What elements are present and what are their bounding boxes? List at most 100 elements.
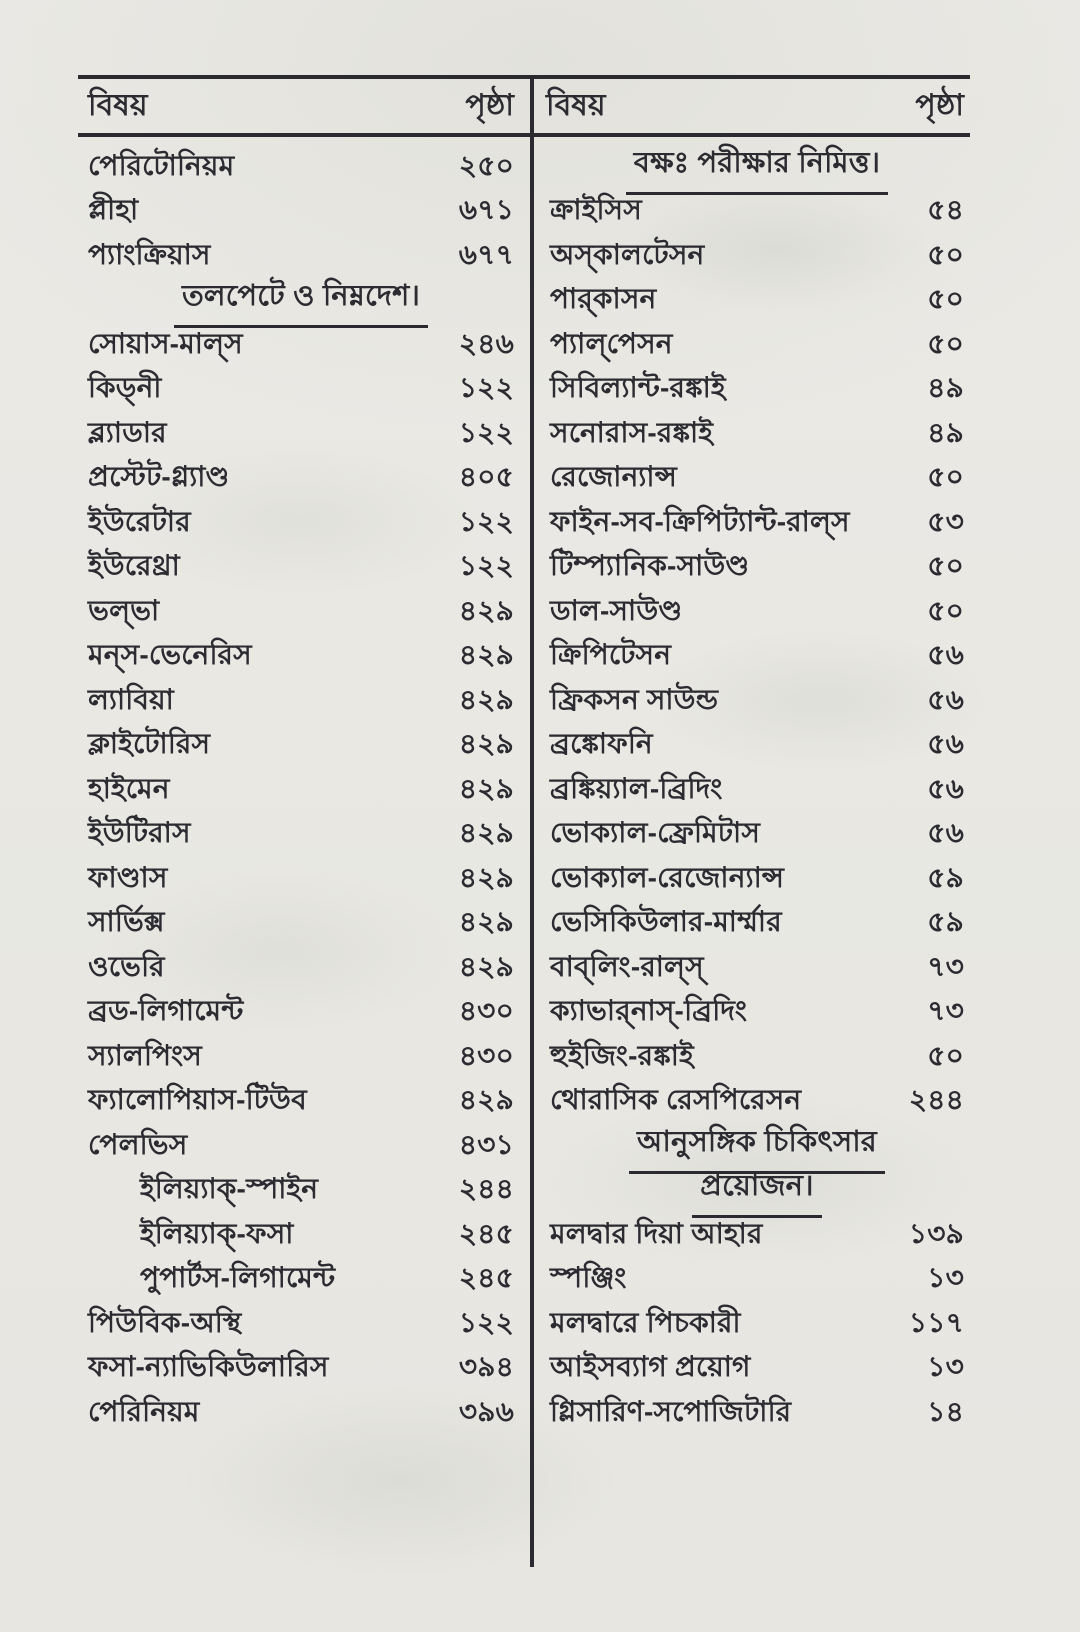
toc-entry: ব্রড-লিগামেন্ট ৪৩০ (88, 991, 514, 1036)
toc-entry-label: ব্রঙ্কিয়্যাল-ব্রিদিং (550, 772, 723, 804)
toc-entry-label: ইউরেথ্রা (88, 550, 180, 582)
toc-entry-page: ১২২ (458, 1306, 514, 1338)
toc-entry-page: ৫৯ (927, 861, 964, 893)
toc-entry-page: ৪২৯ (458, 950, 514, 982)
toc-entry: সনোরাস-রঙ্কাই ৪৯ (550, 412, 964, 457)
toc-entry-label: টিম্প্যানিক-সাউণ্ড (550, 550, 750, 582)
toc-entry: অস্‌কালটেসন ৫০ (550, 234, 964, 279)
toc-entry: ভোক্যাল-রেজোন্যান্স ৫৯ (550, 857, 964, 902)
toc-entry: ল্যাবিয়া ৪২৯ (88, 679, 514, 724)
toc-entry-label: পুপার্টস-লিগামেন্ট (140, 1262, 336, 1294)
toc-entry-page: ৪৩১ (458, 1128, 514, 1160)
toc-entry-page: ২৪৫ (458, 1262, 514, 1294)
toc-entry: ক্লাইটোরিস ৪২৯ (88, 724, 514, 769)
toc-entry: ইউরেথ্রা ১২২ (88, 546, 514, 591)
toc-entry: মলদ্বার দিয়া আহার ১৩৯ (550, 1213, 964, 1258)
toc-entry-label: ফসা-ন্যাভিকিউলারিস (88, 1351, 329, 1383)
toc-entry: ব্রঙ্কোফনি ৫৬ (550, 724, 964, 769)
toc-entry: ইলিয়্যাক্‌-ফসা ২৪৫ (88, 1213, 514, 1258)
toc-entry-label: ভল্‌ভা (88, 594, 160, 626)
toc-entry-label: ইলিয়্যাক্‌-স্পাইন (140, 1173, 319, 1205)
toc-entry-page: ৭৩ (927, 950, 964, 982)
toc-entry-label: ইলিয়্যাক্‌-ফসা (140, 1217, 294, 1249)
toc-right-column: বক্ষঃ পরীক্ষার নিমিত্ত। ক্রাইসিস ৫৪ অস্‌কাল… (530, 137, 970, 1436)
toc-entry-label: সিবিল্যান্ট-রঙ্কাই (550, 372, 726, 404)
toc-entry: পেলভিস ৪৩১ (88, 1124, 514, 1169)
section-heading: আনুসঙ্গিক চিকিৎসার (550, 1124, 964, 1174)
toc-entry: ফ্যালোপিয়াস-টিউব ৪২৯ (88, 1080, 514, 1125)
toc-entry-page: ৫৯ (927, 906, 964, 938)
toc-entry-page: ৪৯ (927, 416, 964, 448)
toc-columns: পেরিটোনিয়ম ২৫০ প্লীহা ৬৭১ প্যাংক্রিয়াস ৬৭৭ ত… (78, 79, 970, 1567)
toc-entry-label: পিউবিক-অস্থি (88, 1306, 242, 1338)
toc-entry-label: প্যাংক্রিয়াস (88, 238, 211, 270)
toc-entry: ইউটিরাস ৪২৯ (88, 813, 514, 858)
toc-entry-label: সোয়াস-মাল্‌স (88, 327, 243, 359)
toc-entry: ভল্‌ভা ৪২৯ (88, 590, 514, 635)
toc-entry-label: পেরিনিয়ম (88, 1395, 200, 1427)
toc-entry-label: প্যাল্‌পেসন (550, 327, 673, 359)
toc-entry-page: ৫০ (927, 1039, 964, 1071)
toc-entry: পেরিটোনিয়ম ২৫০ (88, 145, 514, 190)
toc-entry-page: ১৩ (927, 1351, 964, 1383)
toc-entry-label: ব্ল্যাডার (88, 416, 167, 448)
toc-entry-label: স্যালপিংস (88, 1039, 202, 1071)
section-heading: তলপেটে ও নিম্নদেশ। (88, 279, 514, 329)
toc-entry: গ্লিসারিণ-সপোজিটারি ১৪ (550, 1391, 964, 1436)
toc-entry-page: ৫০ (927, 594, 964, 626)
toc-entry-label: সনোরাস-রঙ্কাই (550, 416, 714, 448)
toc-entry: মলদ্বারে পিচকারী ১১৭ (550, 1302, 964, 1347)
toc-entry: কিড্‌নী ১২২ (88, 368, 514, 413)
left-column-header: বিষয় পৃষ্ঠা (78, 81, 530, 132)
toc-entry-label: মন্‌স-ভেনেরিস (88, 639, 252, 671)
toc-entry: ফ্রিকসন সাউন্ড ৫৬ (550, 679, 964, 724)
toc-entry-label: বাব্‌লিং-রাল্‌স্‌ (550, 950, 704, 982)
toc-entry-page: ৪২৯ (458, 683, 514, 715)
toc-entry-page: ৫০ (927, 327, 964, 359)
toc-entry: ভোক্যাল-ফ্রেমিটাস ৫৬ (550, 813, 964, 858)
toc-entry-page: ৫৪ (927, 194, 964, 226)
toc-entry: পার্‌কাসন ৫০ (550, 279, 964, 324)
toc-entry-label: ভেসিকিউলার-মার্ম্মার (550, 906, 782, 938)
toc-entry-label: প্রস্টেট-গ্ল্যাণ্ড (88, 461, 230, 493)
toc-entry: পেরিনিয়ম ৩৯৬ (88, 1391, 514, 1436)
toc-entry-label: ফ্যালোপিয়াস-টিউব (88, 1084, 307, 1116)
right-column-header: বিষয় পৃষ্ঠা (530, 81, 970, 132)
toc-entry: সার্ভিক্স ৪২৯ (88, 902, 514, 947)
page-column-header: পৃষ্ঠা (465, 88, 514, 122)
toc-entry-label: মলদ্বার দিয়া আহার (550, 1217, 763, 1249)
toc-entry-page: ৪২৯ (458, 594, 514, 626)
toc-entry-page: ৪২৯ (458, 772, 514, 804)
toc-entry-label: হাইমেন (88, 772, 170, 804)
toc-entry: থোরাসিক রেসপিরেসন ২৪৪ (550, 1080, 964, 1125)
toc-entry-label: ফাণ্ডাস (88, 861, 168, 893)
toc-entry-page: ১৪ (927, 1395, 964, 1427)
toc-entry-label: ব্রঙ্কোফনি (550, 728, 653, 760)
toc-entry: রেজোন্যান্স ৫০ (550, 457, 964, 502)
toc-entry-label: হুইজিং-রঙ্কাই (550, 1039, 694, 1071)
toc-entry-page: ১৩ (927, 1262, 964, 1294)
toc-entry-page: ৪২৯ (458, 639, 514, 671)
toc-entry: পুপার্টস-লিগামেন্ট ২৪৫ (88, 1258, 514, 1303)
toc-entry-page: ২৪৪ (458, 1173, 514, 1205)
toc-entry-page: ৪০৫ (458, 461, 514, 493)
toc-entry-page: ৫০ (927, 550, 964, 582)
toc-entry-label: আইসব্যাগ প্রয়োগ (550, 1351, 751, 1383)
toc-entry-page: ৫০ (927, 238, 964, 270)
toc-entry-label: ওভেরি (88, 950, 165, 982)
toc-entry: সিবিল্যান্ট-রঙ্কাই ৪৯ (550, 368, 964, 413)
toc-entry: প্লীহা ৬৭১ (88, 190, 514, 235)
toc-entry-page: ২৫০ (458, 149, 514, 181)
toc-entry-page: ২৪৬ (458, 327, 514, 359)
toc-entry-page: ৫৩ (927, 505, 964, 537)
subject-column-header: বিষয় (546, 88, 606, 122)
toc-entry-label: ফাইন-সব-ক্রিপিট্যান্ট-রাল্‌স (550, 505, 850, 537)
subject-column-header: বিষয় (88, 88, 148, 122)
toc-entry: ইউরেটার ১২২ (88, 501, 514, 546)
toc-entry: প্রস্টেট-গ্ল্যাণ্ড ৪০৫ (88, 457, 514, 502)
toc-entry-label: অস্‌কালটেসন (550, 238, 705, 270)
toc-entry-page: ৪৩০ (458, 1039, 514, 1071)
toc-entry-page: ৩৯৪ (458, 1351, 514, 1383)
toc-entry-page: ৫৬ (927, 683, 964, 715)
section-heading-label: বক্ষঃ পরীক্ষার নিমিত্ত। (625, 140, 889, 195)
